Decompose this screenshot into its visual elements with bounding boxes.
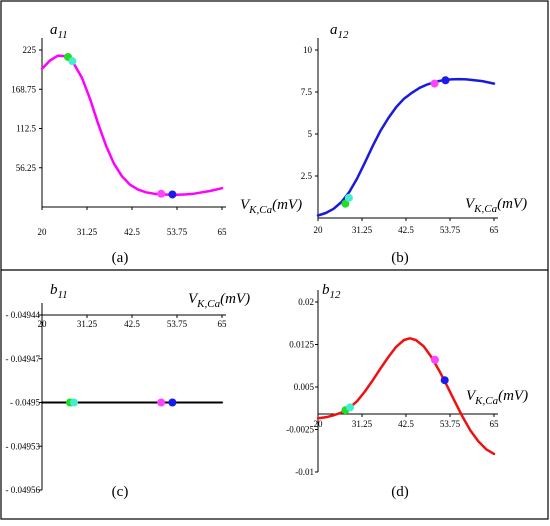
y-tick-label: 5 <box>308 129 313 139</box>
y-tick-label: 0.005 <box>294 382 315 392</box>
y-tick-label: 7.5 <box>301 87 313 97</box>
x-tick-label: 20 <box>38 319 48 329</box>
y-tick-label: 10 <box>303 45 313 55</box>
data-point <box>346 403 355 412</box>
y-axis-label: a11 <box>50 22 68 41</box>
x-axis-label: VK,Ca(mV) <box>240 197 302 216</box>
x-tick-label: 42.5 <box>398 419 414 429</box>
x-tick-label: 42.5 <box>124 227 140 237</box>
panel-label: (c) <box>112 484 129 500</box>
y-tick-label: - 0.04947 <box>6 354 41 364</box>
x-tick-label: 20 <box>314 419 324 429</box>
panel-d: (d) 20 31.25 42.5 53.75 65 0.02 0.0125 0.005 -0.… <box>286 282 528 500</box>
y-axis-label: a12 <box>330 22 349 41</box>
y-tick-label: 225 <box>23 45 37 55</box>
data-point <box>68 57 77 66</box>
x-tick-label: 42.5 <box>398 225 414 235</box>
x-tick-label: 53.75 <box>440 225 461 235</box>
y-tick-label: 0.0125 <box>289 340 314 350</box>
x-tick-label: 53.75 <box>167 227 188 237</box>
panel-a: (a) 20 31.25 42.5 53.75 65 225 168.75 112.5 56.2… <box>11 22 302 266</box>
x-axis-label: VK,Ca(mV) <box>188 291 250 310</box>
x-tick-label: 31.25 <box>352 225 373 235</box>
data-point <box>157 398 166 407</box>
y-axis-label: b11 <box>50 282 68 301</box>
x-tick-label: 42.5 <box>124 319 140 329</box>
x-axis-label: VK,Ca(mV) <box>466 388 528 407</box>
data-point <box>157 189 166 198</box>
x-tick-label: 20 <box>38 227 48 237</box>
data-point <box>440 376 449 385</box>
y-tick-label: 2.5 <box>301 171 313 181</box>
x-tick-label: 53.75 <box>167 319 188 329</box>
x-tick-label: 53.75 <box>440 419 461 429</box>
x-tick-label: 31.25 <box>352 419 373 429</box>
y-tick-label: -0.0025 <box>286 425 314 435</box>
data-point <box>344 193 353 202</box>
y-tick-label: 168.75 <box>11 84 36 94</box>
data-point <box>430 355 439 364</box>
data-point <box>168 398 177 407</box>
x-tick-label: 65 <box>218 227 228 237</box>
panel-c: (c) 20 31.25 42.5 53.75 65 - 0.04944 - 0.04947… <box>6 282 251 500</box>
x-tick-label: 31.25 <box>77 227 98 237</box>
panel-label: (b) <box>391 250 409 266</box>
y-tick-label: 0.02 <box>298 297 314 307</box>
y-axis-label: b12 <box>322 282 341 301</box>
data-point <box>341 199 350 208</box>
x-tick-label: 31.25 <box>77 319 98 329</box>
x-tick-label: 65 <box>218 319 228 329</box>
y-tick-label: - 0.04956 <box>6 485 41 495</box>
y-tick-label: -0.01 <box>295 467 314 477</box>
panel-label: (a) <box>112 250 129 266</box>
y-tick-label: 56.25 <box>16 163 37 173</box>
data-point <box>430 79 439 88</box>
data-point <box>70 398 78 407</box>
x-tick-label: 65 <box>490 419 500 429</box>
data-point <box>441 76 450 85</box>
y-tick-label: - 0.04953 <box>6 441 41 451</box>
data-point <box>168 190 177 199</box>
x-tick-label: 65 <box>490 225 500 235</box>
panel-b: (b) 20 31.25 42.5 53.75 65 10 7.5 5 2.5 a12 VK,Ca(… <box>301 22 527 266</box>
x-tick-label: 20 <box>314 225 324 235</box>
panel-label: (d) <box>391 484 409 500</box>
y-tick-label: - 0.04944 <box>6 310 41 320</box>
y-tick-label: - 0.0495 <box>10 398 40 408</box>
y-tick-label: 112.5 <box>16 124 36 134</box>
x-axis-label: VK,Ca(mV) <box>465 196 527 215</box>
